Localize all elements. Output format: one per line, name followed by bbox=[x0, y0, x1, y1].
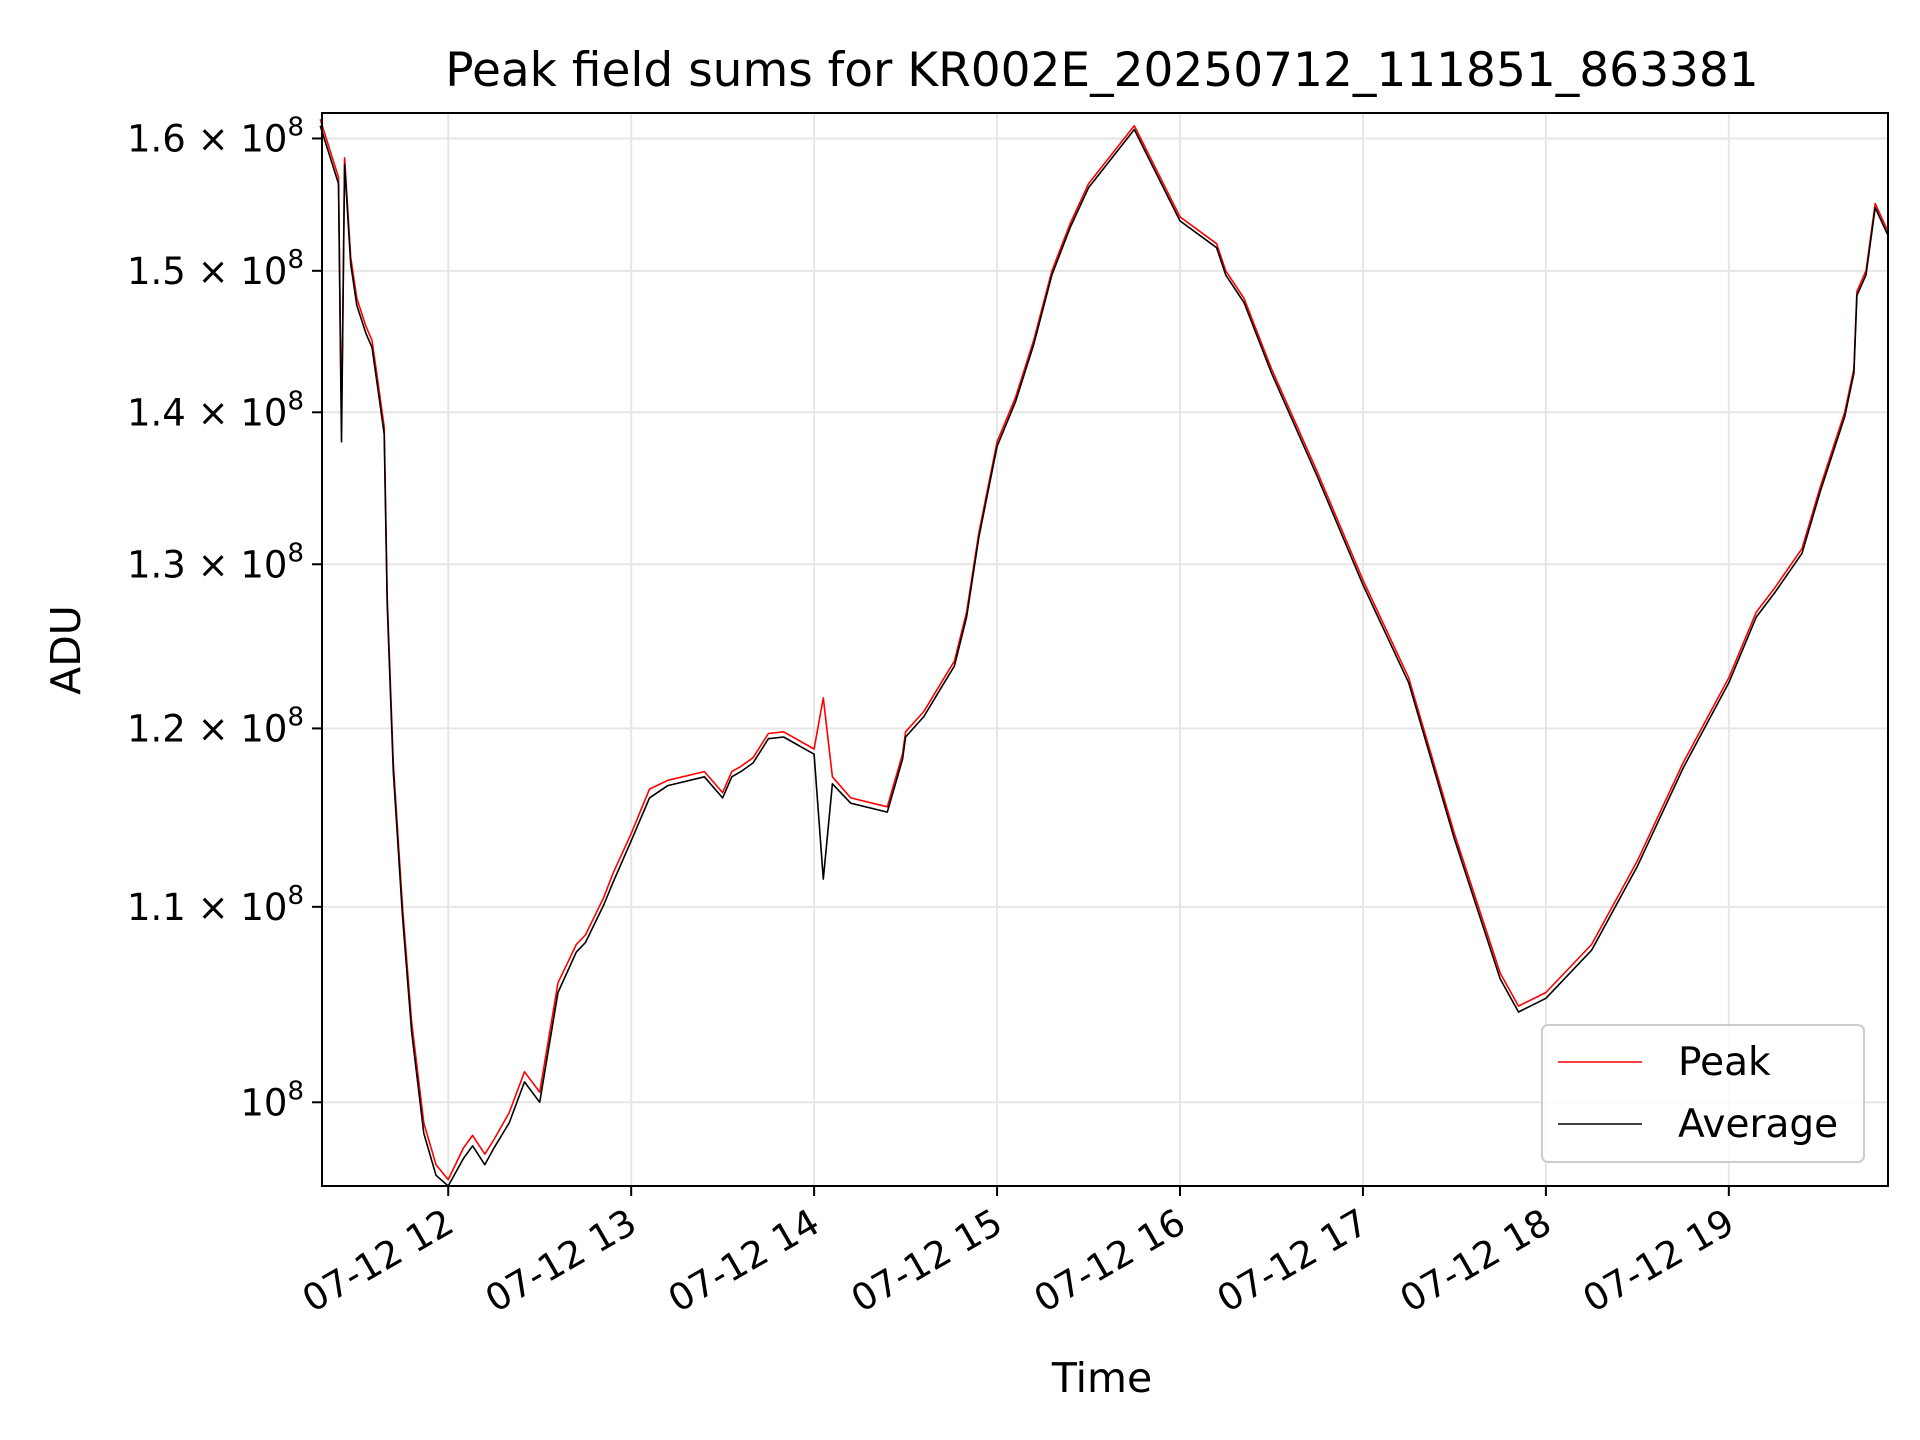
legend: Peak Average bbox=[1541, 1024, 1865, 1163]
y-tick-label: 1.6 × 108 bbox=[127, 112, 304, 160]
series-average bbox=[319, 125, 1889, 1187]
series-peak bbox=[319, 119, 1889, 1181]
y-tick-label: 1.1 × 108 bbox=[127, 881, 304, 929]
series-line-average bbox=[319, 125, 1889, 1187]
y-axis-label: ADU bbox=[42, 605, 90, 695]
y-axis-ticks: 108 1.1 × 108 1.2 × 108 1.3 × 108 1.4 × 108 1… bbox=[127, 112, 322, 1124]
legend-frame bbox=[1541, 1024, 1865, 1163]
series-line-peak bbox=[319, 119, 1889, 1181]
plot-frame bbox=[321, 112, 1889, 1187]
y-tick-label: 1.5 × 108 bbox=[127, 245, 304, 293]
grid bbox=[322, 113, 1888, 1186]
y-tick-label: 1.2 × 108 bbox=[127, 702, 304, 750]
x-axis-label: Time bbox=[1051, 1354, 1152, 1402]
legend-peak-label: Peak bbox=[1678, 1040, 1771, 1085]
chart-title: Peak field sums for KR002E_20250712_1118… bbox=[445, 43, 1758, 98]
y-tick-label: 1.4 × 108 bbox=[127, 386, 304, 434]
y-tick-label: 108 bbox=[240, 1076, 304, 1124]
legend-average-label: Average bbox=[1678, 1102, 1838, 1147]
y-tick-label: 1.3 × 108 bbox=[127, 538, 304, 586]
